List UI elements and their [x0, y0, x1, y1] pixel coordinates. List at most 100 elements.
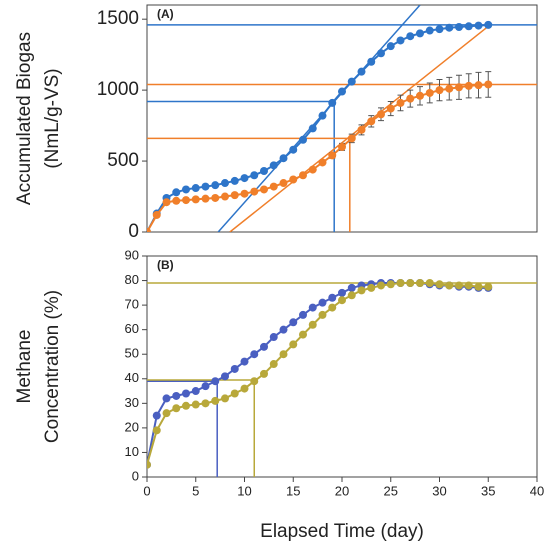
data-point — [269, 182, 278, 191]
y-tick-label: 1000 — [97, 79, 139, 100]
data-point — [279, 325, 288, 334]
data-point — [445, 23, 454, 32]
data-point — [455, 22, 463, 31]
data-point — [328, 303, 337, 312]
data-point — [396, 98, 405, 107]
data-point — [484, 80, 493, 89]
data-point — [211, 193, 220, 202]
data-point — [240, 189, 249, 198]
data-point — [162, 394, 171, 403]
data-point — [279, 350, 288, 359]
data-point — [250, 171, 259, 180]
data-point — [347, 77, 356, 86]
data-point — [308, 320, 317, 329]
data-point — [289, 318, 298, 327]
x-tick-label: 0 — [143, 483, 150, 498]
data-point — [221, 179, 229, 188]
y-tick-label: 60 — [125, 321, 139, 336]
data-point — [269, 161, 278, 170]
data-point — [425, 26, 434, 35]
plot-area — [147, 279, 537, 477]
data-point — [260, 369, 268, 378]
data-point — [435, 86, 444, 95]
data-point — [147, 460, 151, 469]
data-point — [406, 32, 415, 41]
data-point — [318, 310, 327, 319]
data-point — [425, 279, 434, 288]
plot-area — [147, 5, 537, 232]
data-point — [191, 184, 200, 193]
data-point — [435, 25, 444, 34]
data-point — [474, 21, 483, 30]
data-point — [201, 382, 210, 391]
data-point — [464, 81, 473, 90]
data-point — [201, 182, 210, 191]
y-tick-label: 0 — [128, 221, 139, 242]
data-point — [201, 399, 210, 408]
x-axis-label: Elapsed Time (day) — [260, 521, 424, 542]
data-point — [377, 281, 385, 290]
y-axis-label: Methane — [14, 330, 35, 404]
data-point — [416, 29, 424, 38]
data-point — [377, 110, 385, 119]
y-tick-label: 10 — [125, 444, 139, 459]
data-point — [230, 176, 239, 185]
data-point — [147, 228, 151, 232]
data-point — [230, 364, 239, 373]
data-point — [172, 188, 181, 197]
x-tick-label: 5 — [192, 483, 199, 498]
x-tick-label: 35 — [481, 483, 495, 498]
y-tick-label: 90 — [125, 247, 139, 262]
data-point — [328, 98, 337, 107]
data-point — [406, 279, 415, 288]
data-point — [240, 384, 249, 393]
y-axis-label: Concentration (%) — [42, 290, 63, 443]
data-point — [367, 283, 376, 292]
data-point — [474, 282, 483, 291]
data-point — [318, 298, 327, 307]
data-point — [211, 396, 220, 405]
data-point — [221, 372, 229, 381]
data-point — [308, 165, 317, 174]
data-point — [211, 181, 220, 190]
data-point — [347, 291, 356, 300]
data-point — [299, 171, 307, 180]
data-point — [299, 310, 307, 319]
data-point — [240, 174, 249, 183]
data-point — [182, 196, 190, 205]
x-tick-label: 30 — [432, 483, 446, 498]
data-point — [191, 400, 200, 409]
data-point — [299, 135, 307, 144]
y-tick-label: 40 — [125, 370, 139, 385]
data-point — [367, 57, 376, 66]
data-point — [162, 409, 171, 418]
data-point — [279, 179, 288, 188]
data-point — [250, 377, 259, 386]
data-point — [162, 198, 171, 207]
data-point — [201, 194, 210, 203]
data-point — [386, 280, 395, 289]
y-tick-label: 50 — [125, 346, 139, 361]
data-point — [445, 84, 454, 93]
data-point — [172, 391, 181, 400]
data-point — [289, 145, 298, 154]
data-point — [328, 151, 337, 160]
y-tick-label: 500 — [107, 150, 139, 171]
data-point — [269, 360, 278, 369]
data-point — [191, 195, 200, 204]
data-point — [172, 404, 181, 413]
data-point — [474, 81, 483, 90]
data-point — [357, 67, 366, 76]
data-point — [386, 42, 395, 51]
data-point — [484, 20, 493, 29]
x-tick-label: 15 — [286, 483, 300, 498]
data-point — [425, 88, 434, 97]
data-point — [230, 191, 239, 200]
data-point — [221, 192, 229, 201]
y-tick-label: 80 — [125, 272, 139, 287]
data-point — [347, 283, 356, 292]
data-point — [289, 340, 298, 349]
data-point — [172, 196, 181, 205]
y-tick-label: 0 — [132, 468, 139, 483]
series-line — [147, 282, 489, 465]
